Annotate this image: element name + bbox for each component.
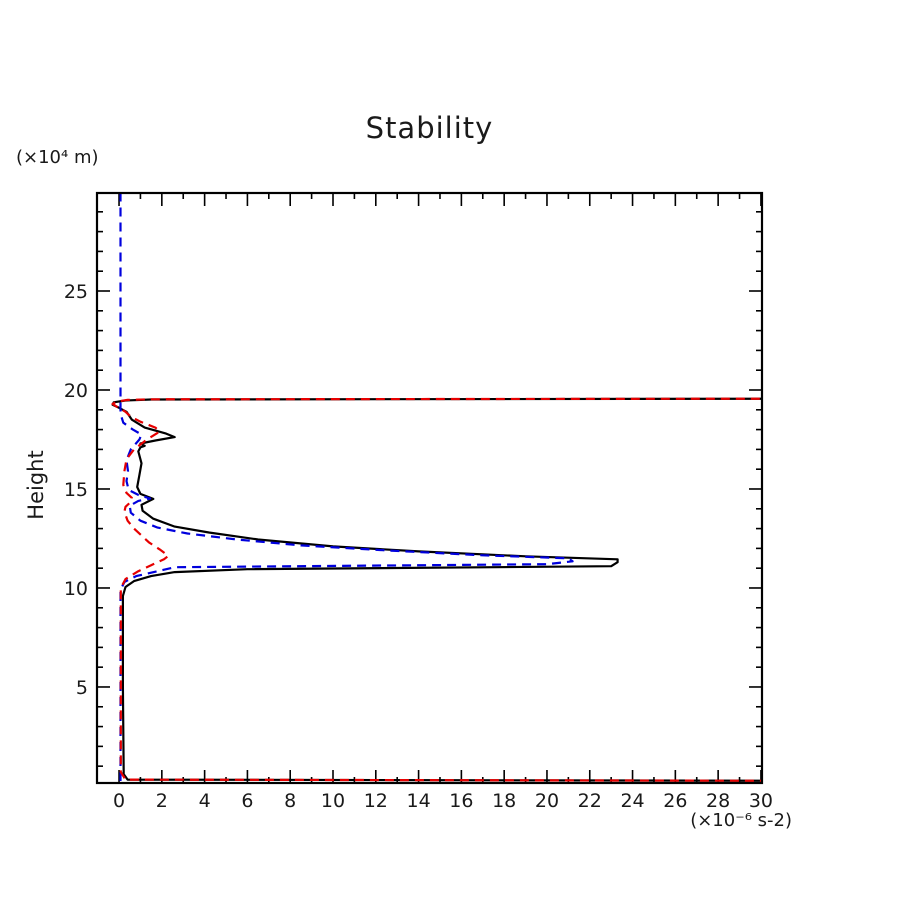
series-red-dashed-profile <box>111 397 762 782</box>
y-tick-label: 25 <box>64 281 88 303</box>
x-tick-label: 14 <box>406 790 430 812</box>
y-tick-label: 15 <box>64 479 88 501</box>
x-tick-label: 10 <box>321 790 345 812</box>
x-tick-label: 2 <box>156 790 168 812</box>
y-axis-unit-label: (×10⁴ m) <box>16 147 99 168</box>
x-tick-label: 18 <box>492 790 516 812</box>
y-tick-label: 10 <box>64 578 88 600</box>
chart-title: Stability <box>365 111 494 145</box>
x-tick-label: 30 <box>749 790 773 812</box>
x-tick-label: 4 <box>199 790 211 812</box>
x-tick-label: 0 <box>113 790 125 812</box>
x-tick-label: 12 <box>364 790 388 812</box>
x-tick-label: 26 <box>663 790 687 812</box>
x-tick-label: 22 <box>578 790 602 812</box>
x-axis-unit-label: (×10⁻⁶ s-2) <box>690 810 792 831</box>
x-tick-label: 6 <box>241 790 253 812</box>
x-tick-label: 8 <box>284 790 296 812</box>
x-tick-label: 20 <box>535 790 559 812</box>
series-blue-dashed-profile <box>119 193 574 781</box>
x-tick-label: 24 <box>620 790 644 812</box>
y-tick-label: 20 <box>64 380 88 402</box>
y-tick-label: 5 <box>76 677 88 699</box>
plot-frame <box>95 191 764 785</box>
x-tick-label: 28 <box>706 790 730 812</box>
series-black-solid-profile <box>111 397 762 782</box>
x-tick-label: 16 <box>449 790 473 812</box>
